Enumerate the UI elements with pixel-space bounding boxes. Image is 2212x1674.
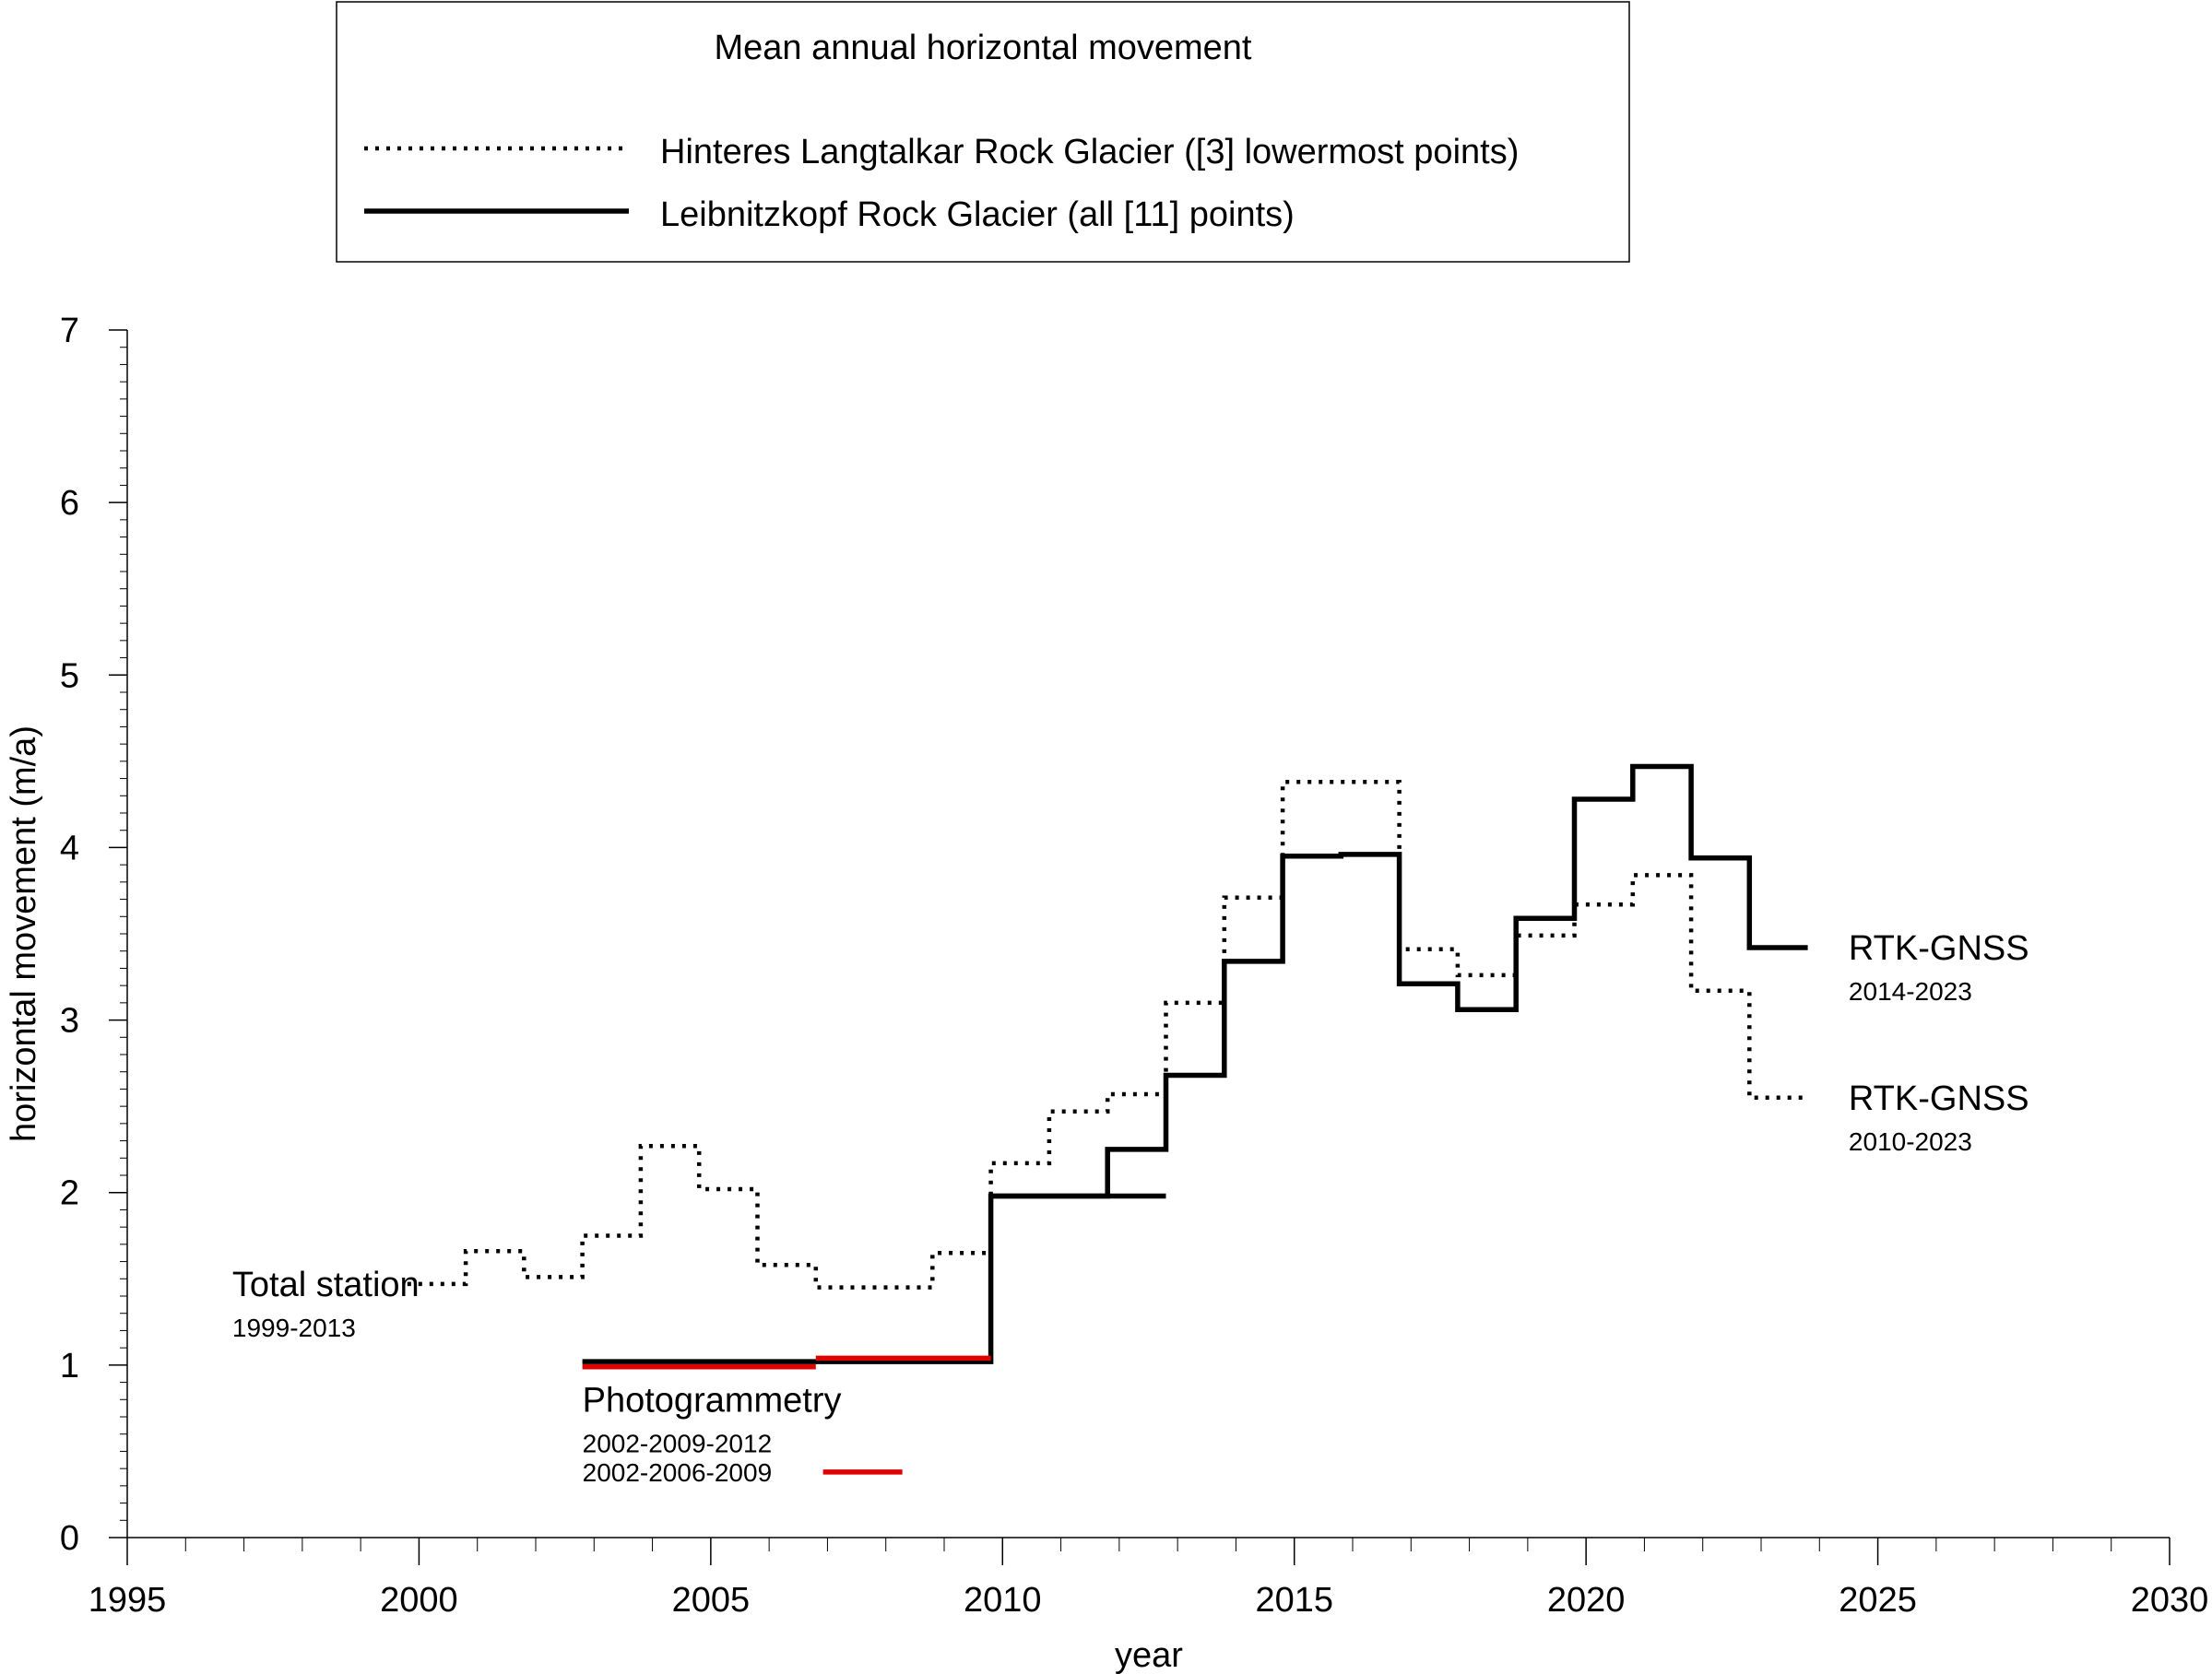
legend-entry-leibnitzkopf: Leibnitzkopf Rock Glacier (all [11] poin… [660,195,1295,234]
x-tick-label: 2025 [1839,1581,1917,1620]
legend-title: Mean annual horizontal movement [714,29,1251,67]
legend-box [336,1,1630,263]
annotation-subtitle: 2014-2023 [1849,977,1972,1006]
x-tick-label: 2015 [1255,1581,1333,1620]
x-tick-label: 2030 [2131,1581,2209,1620]
annotation-subtitle: 2002-2009-2012 [583,1429,773,1457]
x-tick-label: 2005 [672,1581,751,1620]
annotation-title: RTK-GNSS [1849,929,2029,968]
annotation-title: RTK-GNSS [1849,1079,2029,1118]
y-tick-label: 0 [60,1519,79,1558]
y-tick-label: 7 [60,312,79,350]
y-tick-label: 2 [60,1174,79,1213]
series-line-leibnitzkopf [582,763,1808,1364]
y-tick-label: 3 [60,1002,79,1041]
legend-entry-hinteres: Hinteres Langtalkar Rock Glacier ([3] lo… [660,133,1519,171]
x-tick-label: 2010 [964,1581,1042,1620]
x-tick-label: 1995 [89,1581,167,1620]
x-tick-label: 2000 [380,1581,458,1620]
annotation-title: Photogrammetry [583,1381,842,1420]
plot-area [407,763,1808,1370]
y-axis-label: horizontal movement (m/a) [5,725,43,1142]
annotation-subtitle: 2002-2006-2009 [583,1458,773,1487]
annotations: Total station 1999-2013 Photogrammetry 2002… [232,929,2029,1487]
y-tick-label: 6 [60,484,79,523]
x-axis-label: year [1115,1636,1183,1674]
annotation-subtitle: 2010-2023 [1849,1127,1972,1156]
y-ticks: 0 1 2 3 4 5 6 7 [60,312,127,1558]
legend: Mean annual horizontal movement Hinteres… [336,1,1630,263]
annotation-subtitle: 1999-2013 [232,1314,356,1342]
x-tick-label: 2020 [1547,1581,1626,1620]
annotation-title: Total station [232,1266,420,1304]
y-tick-label: 1 [60,1347,79,1385]
y-tick-label: 4 [60,829,79,867]
x-ticks: 1995 2000 2005 2010 2015 2020 2025 2030 [89,1538,2209,1620]
axes: 0 1 2 3 4 5 6 7 1995 2000 2005 2010 2015 2020 2025 203… [5,312,2208,1674]
series-line-hinteres-langtalkar [407,780,1808,1290]
y-tick-label: 5 [60,656,79,695]
